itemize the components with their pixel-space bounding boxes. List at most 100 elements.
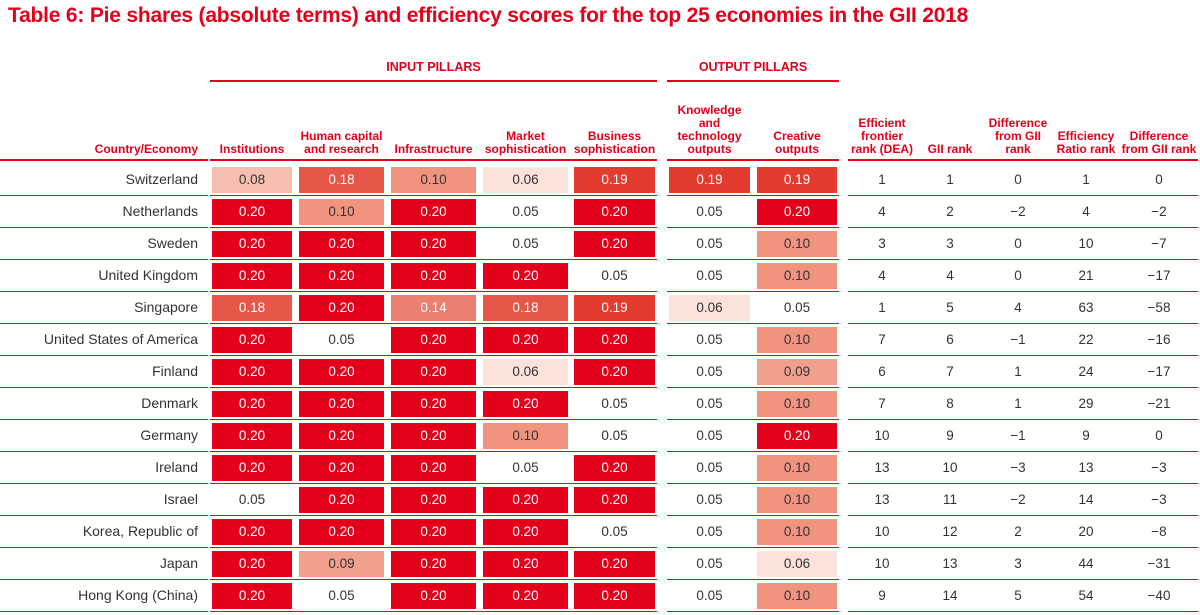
cell-eff_ratio: 9 <box>1082 428 1090 443</box>
cell-diff2: −7 <box>1151 236 1167 251</box>
cell-institutions: 0.20 <box>212 231 292 257</box>
cell-diff2: −58 <box>1147 300 1171 315</box>
cell-eff_ratio: 21 <box>1078 268 1094 283</box>
cell-market: 0.10 <box>483 423 568 449</box>
cell-gii_rank: 2 <box>946 204 954 219</box>
row-country: Finland <box>152 363 198 379</box>
cell-creative: 0.20 <box>757 199 837 225</box>
cell-gii_rank: 8 <box>946 396 954 411</box>
cell-frontier: 7 <box>878 332 886 347</box>
col-header-market: Market sophistication <box>484 129 567 156</box>
cell-knowledge: 0.19 <box>669 167 750 193</box>
cell-infrastructure: 0.20 <box>391 551 476 577</box>
cell-infrastructure: 0.20 <box>391 327 476 353</box>
cell-diff1: 0 <box>1014 236 1022 251</box>
cell-eff_ratio: 10 <box>1078 236 1094 251</box>
row-rule-inputs <box>210 195 657 196</box>
row-country: Netherlands <box>122 203 199 219</box>
cell-infrastructure: 0.20 <box>391 199 476 225</box>
row-rule-country <box>0 355 208 356</box>
cell-creative: 0.10 <box>757 327 837 353</box>
cell-knowledge: 0.06 <box>669 295 750 321</box>
cell-market: 0.18 <box>483 295 568 321</box>
cell-institutions: 0.05 <box>212 487 292 513</box>
cell-creative: 0.10 <box>757 455 837 481</box>
row-rule-country <box>0 227 208 228</box>
cell-institutions: 0.20 <box>212 391 292 417</box>
row-country: Japan <box>159 555 198 571</box>
col-header-gii_rank: GII rank <box>927 142 973 156</box>
row-rule-country <box>0 547 208 548</box>
cell-infrastructure: 0.20 <box>391 455 476 481</box>
cell-institutions: 0.20 <box>212 327 292 353</box>
row-rule-outputs <box>667 547 839 548</box>
cell-creative: 0.20 <box>757 423 837 449</box>
cell-gii_rank: 5 <box>946 300 954 315</box>
row-rule-ranks <box>848 419 1198 420</box>
cell-market: 0.20 <box>483 327 568 353</box>
cell-diff1: −2 <box>1010 204 1026 219</box>
cell-business: 0.20 <box>574 583 655 609</box>
row-rule-country <box>0 579 208 580</box>
cell-infrastructure: 0.20 <box>391 519 476 545</box>
output-pillars-heading: OUTPUT PILLARS <box>698 60 808 74</box>
row-rule-inputs <box>210 355 657 356</box>
row-country: Germany <box>140 427 198 443</box>
row-country: United States of America <box>43 331 198 347</box>
cell-frontier: 4 <box>878 268 886 283</box>
cell-human: 0.20 <box>299 487 384 513</box>
cell-gii_rank: 1 <box>946 172 954 187</box>
cell-gii_rank: 7 <box>946 364 954 379</box>
cell-human: 0.20 <box>299 455 384 481</box>
row-rule-inputs <box>210 547 657 548</box>
row-rule-outputs <box>667 579 839 580</box>
cell-business: 0.05 <box>574 519 655 545</box>
cell-eff_ratio: 44 <box>1078 556 1094 571</box>
input-pillars-rule <box>210 80 657 82</box>
cell-creative: 0.10 <box>757 391 837 417</box>
cell-eff_ratio: 29 <box>1078 396 1094 411</box>
row-rule-outputs <box>667 611 839 612</box>
cell-eff_ratio: 1 <box>1082 172 1090 187</box>
cell-infrastructure: 0.20 <box>391 423 476 449</box>
header-rule-outputs <box>667 159 839 161</box>
cell-human: 0.20 <box>299 295 384 321</box>
row-rule-ranks <box>848 195 1198 196</box>
cell-business: 0.19 <box>574 295 655 321</box>
row-rule-inputs <box>210 227 657 228</box>
row-rule-outputs <box>667 355 839 356</box>
col-header-institutions: Institutions <box>219 142 285 156</box>
row-country: Denmark <box>141 395 198 411</box>
cell-gii_rank: 12 <box>942 524 958 539</box>
cell-knowledge: 0.05 <box>669 551 750 577</box>
cell-creative: 0.05 <box>757 295 837 321</box>
cell-infrastructure: 0.14 <box>391 295 476 321</box>
cell-institutions: 0.08 <box>212 167 292 193</box>
col-header-country: Country/Economy <box>94 142 198 156</box>
cell-institutions: 0.20 <box>212 199 292 225</box>
row-rule-inputs <box>210 451 657 452</box>
cell-creative: 0.19 <box>757 167 837 193</box>
row-rule-ranks <box>848 579 1198 580</box>
cell-frontier: 10 <box>874 428 890 443</box>
row-rule-inputs <box>210 611 657 612</box>
row-rule-inputs <box>210 483 657 484</box>
cell-institutions: 0.20 <box>212 263 292 289</box>
cell-frontier: 13 <box>874 460 890 475</box>
cell-diff1: −2 <box>1010 492 1026 507</box>
cell-frontier: 4 <box>878 204 886 219</box>
cell-diff1: 0 <box>1014 172 1022 187</box>
row-country: Sweden <box>147 235 198 251</box>
col-header-eff_ratio: Efficiency Ratio rank <box>1056 129 1116 156</box>
header-rule-ranks <box>848 159 1198 161</box>
table-title: Table 6: Pie shares (absolute terms) and… <box>8 4 969 27</box>
cell-business: 0.20 <box>574 455 655 481</box>
row-country: Ireland <box>155 459 198 475</box>
cell-eff_ratio: 4 <box>1082 204 1090 219</box>
cell-creative: 0.10 <box>757 487 837 513</box>
cell-infrastructure: 0.20 <box>391 263 476 289</box>
cell-eff_ratio: 13 <box>1078 460 1094 475</box>
row-rule-outputs <box>667 323 839 324</box>
row-rule-outputs <box>667 227 839 228</box>
cell-business: 0.20 <box>574 199 655 225</box>
